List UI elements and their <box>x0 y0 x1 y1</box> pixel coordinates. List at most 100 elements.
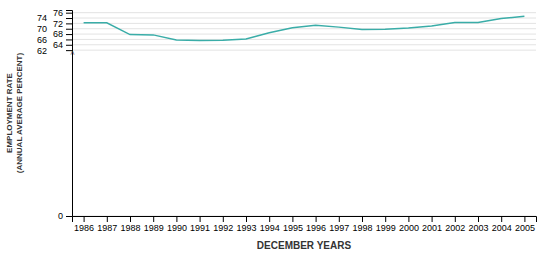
grid-line <box>72 39 536 40</box>
x-tick-mark <box>269 216 270 222</box>
x-tick: 1987 <box>97 216 117 233</box>
y-axis-title: EMPLOYMENT RATE(ANNUAL AVERAGE PERCENT) <box>5 53 24 174</box>
x-tick: 1986 <box>74 216 94 233</box>
y-axis-line <box>66 11 73 217</box>
x-tick-label: 2002 <box>445 223 465 233</box>
x-tick-label: 2000 <box>399 223 419 233</box>
x-tick-mark <box>153 216 154 222</box>
y-tick: 68 <box>53 29 72 39</box>
x-tick-mark <box>84 216 85 222</box>
x-tick-label: 1992 <box>213 223 233 233</box>
x-tick-label: 1991 <box>190 223 210 233</box>
x-tick: 1991 <box>190 216 210 233</box>
x-tick-mark <box>339 216 340 222</box>
plot: 198619871988 19891990199119921993 19941995… <box>37 8 537 233</box>
y-tick-mark <box>66 18 72 19</box>
grid-line <box>72 44 536 45</box>
x-tick: 1996 <box>306 216 326 233</box>
y-tick-mark <box>66 39 72 40</box>
x-tick-mark <box>501 216 502 222</box>
x-tick-label: 1990 <box>167 223 187 233</box>
x-tick-mark <box>385 216 386 222</box>
x-axis-line <box>73 217 537 223</box>
x-tick-label: 1998 <box>352 223 372 233</box>
x-tick: 2002 <box>445 216 465 233</box>
x-tick-label: 1994 <box>260 223 280 233</box>
y-axis: 0 62 64 66 68 70 72 74 76 <box>37 8 73 221</box>
x-axis-title: DECEMBER YEARS <box>257 240 352 251</box>
grid-line <box>72 50 536 51</box>
y-tick-mark <box>66 34 72 35</box>
x-tick-mark <box>176 216 177 222</box>
y-tick-label: 70 <box>37 24 47 34</box>
x-tick-mark <box>223 216 224 222</box>
chart-container: 198619871988 19891990199119921993 19941995… <box>0 0 550 254</box>
x-tick: 1993 <box>236 216 256 233</box>
x-tick: 2005 <box>515 216 535 233</box>
x-tick: 2000 <box>399 216 419 233</box>
x-tick-label: 1999 <box>376 223 396 233</box>
y-tick-mark <box>66 45 72 46</box>
x-tick: 1997 <box>329 216 349 233</box>
y-tick-label: 62 <box>37 46 47 56</box>
x-tick: 1999 <box>376 216 396 233</box>
x-tick-label: 1996 <box>306 223 326 233</box>
y-tick: 76 <box>53 8 72 18</box>
y-tick-label: 68 <box>53 29 63 39</box>
y-axis-title-line: (ANNUAL AVERAGE PERCENT) <box>15 53 24 174</box>
y-tick-mark <box>66 216 72 217</box>
x-tick: 1998 <box>352 216 372 233</box>
chart-svg: 198619871988 19891990199119921993 19941995… <box>0 0 550 254</box>
y-tick-label: 0 <box>58 211 63 221</box>
x-tick: 2003 <box>468 216 488 233</box>
grid-line <box>72 12 536 13</box>
x-tick-label: 1993 <box>236 223 256 233</box>
grid <box>72 13 536 216</box>
y-tick: 72 <box>53 19 72 29</box>
grid-line <box>72 18 536 19</box>
y-tick-label: 76 <box>53 8 63 18</box>
x-tick-mark <box>316 216 317 222</box>
y-tick-mark <box>66 23 72 24</box>
y-tick-mark <box>66 13 72 14</box>
x-tick-mark <box>524 216 525 222</box>
x-tick-label: 1997 <box>329 223 349 233</box>
line <box>84 16 525 40</box>
x-tick: 1994 <box>260 216 280 233</box>
x-tick-label: 2005 <box>515 223 535 233</box>
x-tick-mark <box>478 216 479 222</box>
y-tick: 0 <box>58 211 72 221</box>
x-tick-mark <box>107 216 108 222</box>
x-tick-mark <box>432 216 433 222</box>
x-tick-label: 1995 <box>283 223 303 233</box>
y-tick-label: 74 <box>37 13 47 23</box>
x-tick-label: 1989 <box>144 223 164 233</box>
grid-line <box>72 28 536 29</box>
y-tick-mark <box>66 29 72 30</box>
y-tick-label: 64 <box>53 40 63 50</box>
x-tick-mark <box>362 216 363 222</box>
x-tick: 1995 <box>283 216 303 233</box>
x-tick-label: 1988 <box>120 223 140 233</box>
x-tick-mark <box>292 216 293 222</box>
x-tick-mark <box>408 216 409 222</box>
x-tick-mark <box>455 216 456 222</box>
y-axis-title-line: EMPLOYMENT RATE <box>5 72 14 153</box>
x-tick: 1988 <box>120 216 140 233</box>
annotation: < <box>68 50 77 55</box>
x-tick-mark <box>200 216 201 222</box>
marks <box>84 16 525 40</box>
y-tick-label: 72 <box>53 19 63 29</box>
x-tick: 2004 <box>492 216 512 233</box>
x-tick-label: 1986 <box>74 223 94 233</box>
x-tick: 1992 <box>213 216 233 233</box>
y-tick-label: 66 <box>37 35 47 45</box>
x-axis: 198619871988 19891990199119921993 19941995… <box>73 216 537 233</box>
y-tick: 64 <box>53 40 72 50</box>
x-tick-mark <box>246 216 247 222</box>
x-tick: 2001 <box>422 216 442 233</box>
x-tick-label: 2004 <box>492 223 512 233</box>
x-tick-label: 2001 <box>422 223 442 233</box>
x-tick: 1990 <box>167 216 187 233</box>
x-tick-mark <box>130 216 131 222</box>
